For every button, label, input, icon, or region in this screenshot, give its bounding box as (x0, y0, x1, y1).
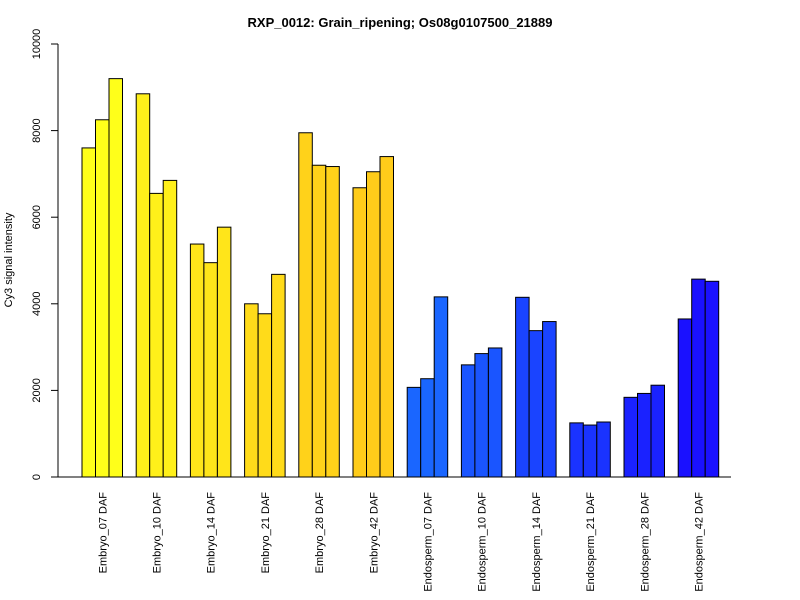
bar (257, 313, 273, 478)
bar (542, 321, 557, 478)
bar (433, 296, 449, 478)
x-tick-label: Embryo_42 DAF (368, 492, 380, 574)
bar (704, 280, 720, 478)
bar (474, 353, 489, 478)
bar (515, 296, 530, 478)
bar (406, 386, 422, 478)
x-tick-label: Embryo_10 DAF (151, 492, 163, 574)
bar (487, 347, 503, 478)
bar (352, 187, 367, 478)
y-tick-label: 6000 (31, 205, 43, 229)
x-tick-label: Endosperm_14 DAF (531, 492, 543, 592)
bar (108, 78, 123, 478)
y-tick-label: 8000 (31, 118, 43, 142)
bar (596, 421, 611, 478)
bar (460, 364, 476, 478)
bar (623, 396, 638, 478)
chart-title: RXP_0012: Grain_ripening; Os08g0107500_2… (248, 15, 553, 30)
bar (244, 303, 259, 478)
bar (691, 278, 706, 478)
bar (162, 179, 178, 478)
y-axis: 0 2000 4000 6000 8000 10000 (31, 29, 59, 480)
x-tick-label: Embryo_28 DAF (314, 492, 326, 574)
y-tick-label: 2000 (31, 378, 43, 402)
x-tick-label: Endosperm_10 DAF (477, 492, 489, 592)
x-tick-label: Embryo_21 DAF (260, 492, 272, 574)
bar (379, 156, 394, 478)
x-tick-label: Embryo_07 DAF (97, 492, 109, 574)
bar (271, 273, 286, 478)
bar (528, 330, 544, 478)
bar (637, 392, 652, 478)
bar (311, 164, 327, 478)
y-tick-label: 0 (31, 474, 43, 480)
bars (81, 78, 720, 478)
bar (135, 93, 151, 478)
bar (650, 384, 665, 478)
y-tick-label: 10000 (31, 29, 43, 60)
bar (325, 166, 340, 478)
x-tick-label: Endosperm_28 DAF (639, 492, 651, 592)
y-axis-label: Cy3 signal intensity (3, 212, 15, 307)
x-tick-label: Endosperm_21 DAF (585, 492, 597, 592)
bar (366, 171, 381, 478)
bar (216, 226, 232, 478)
bar (569, 422, 584, 478)
bar (298, 132, 313, 478)
x-axis: Embryo_07 DAF Embryo_10 DAF Embryo_14 DAF E… (58, 476, 731, 592)
x-tick-label: Endosperm_07 DAF (422, 492, 434, 592)
bar (95, 119, 110, 478)
bar (203, 262, 218, 478)
bar (677, 318, 693, 478)
x-tick-label: Embryo_14 DAF (206, 492, 218, 574)
bar (149, 192, 164, 478)
bar (420, 378, 435, 478)
x-tick-label: Endosperm_42 DAF (693, 492, 705, 592)
bar (81, 147, 96, 478)
bar (189, 243, 205, 478)
bar (582, 424, 598, 478)
y-tick-label: 4000 (31, 292, 43, 316)
